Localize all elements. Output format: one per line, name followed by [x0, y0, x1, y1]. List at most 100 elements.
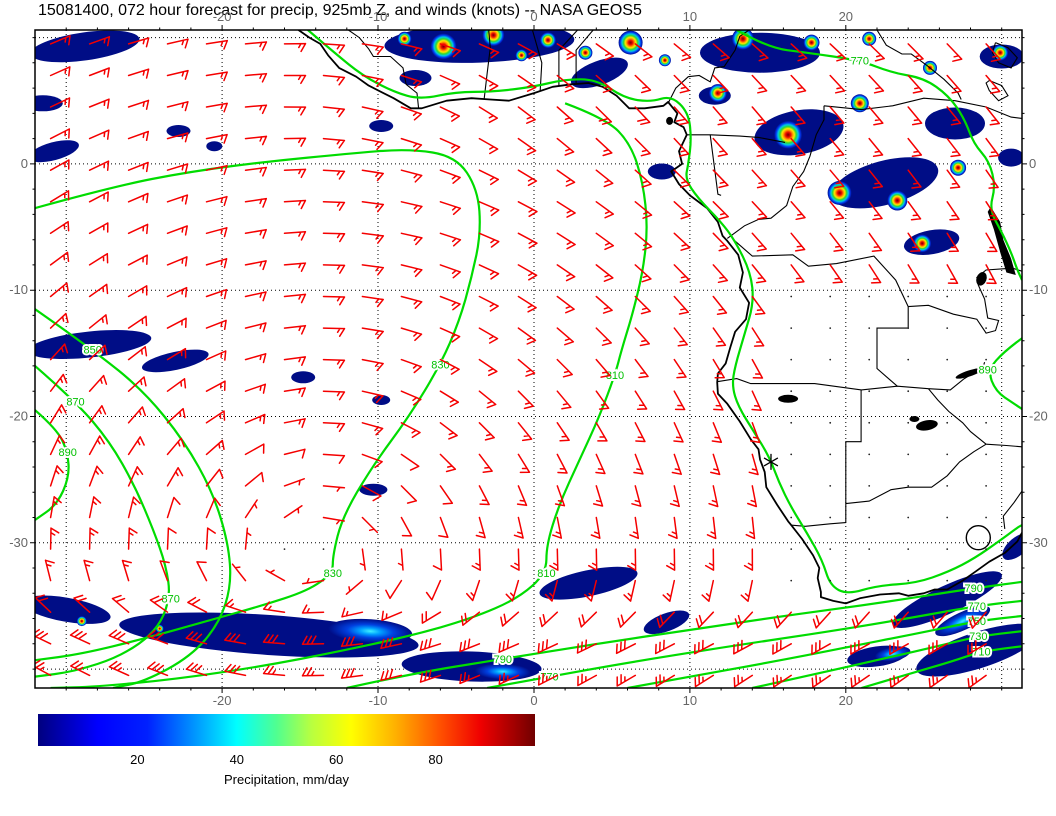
contour-830 [35, 149, 481, 662]
precip-blob [831, 157, 939, 209]
lon-tick-label-bottom: -20 [213, 693, 232, 706]
map-plot: 770 810 810 830 830 850 870 870 890 890 790 790 770 7… [9, 9, 1048, 706]
country-border [575, 30, 594, 83]
contour-label: 770 [851, 55, 869, 67]
lon-tick-label-top: -10 [369, 9, 388, 24]
contour-850 [35, 308, 232, 688]
precip-blob [647, 163, 676, 180]
precip-blob [291, 371, 316, 384]
contour-label: 870 [162, 593, 180, 605]
contour-label: 870 [66, 396, 84, 408]
contour-label: 810 [606, 370, 624, 382]
country-border [928, 362, 986, 391]
graticule [35, 30, 1022, 688]
contour-label: 770 [968, 601, 986, 613]
lake [987, 206, 1016, 275]
precip-blob [206, 141, 223, 152]
country-border [845, 443, 987, 505]
coastline [297, 30, 1022, 605]
lon-tick-label-bottom: 0 [530, 693, 537, 706]
country-border [790, 522, 846, 527]
precip-intense-cell [540, 32, 556, 49]
contour-890 [989, 337, 1022, 410]
country-border [709, 134, 722, 196]
precip-intense-cell [850, 94, 869, 113]
precip-blob [399, 70, 432, 86]
precip-blob [539, 566, 638, 600]
contour-730 [752, 630, 1022, 688]
precip-blob [892, 571, 1002, 628]
lat-tick-label-left: -10 [9, 282, 28, 297]
country-border [927, 388, 987, 445]
precip-blob [35, 30, 140, 63]
precip-blob [372, 395, 391, 405]
contour-770 [487, 599, 1022, 688]
lake [916, 420, 938, 431]
country-border [558, 30, 579, 86]
precip-blob [570, 57, 628, 89]
axis-ticks [30, 25, 1027, 693]
country-border [986, 443, 1022, 448]
contour-890 [35, 409, 70, 521]
contour-label: 890 [59, 447, 77, 459]
enclave-border [965, 525, 991, 551]
lon-tick-label-bottom: 20 [839, 693, 853, 706]
precip-blob [700, 32, 820, 73]
contour-label: 730 [969, 631, 987, 643]
station-marker [763, 453, 779, 470]
country-border [845, 389, 862, 523]
country-border [686, 134, 786, 143]
colorbar-ticks: 20 40 60 80 [38, 752, 535, 768]
lon-tick-label-top: 20 [839, 9, 853, 24]
contour-810 [50, 102, 648, 688]
precip-intense-cell [76, 616, 87, 627]
country-border [908, 268, 1022, 334]
precip-intense-cell [397, 31, 412, 46]
precip-intense-cell [887, 190, 908, 211]
contour-label: 890 [979, 365, 997, 377]
height-contours: 770 810 810 830 830 850 870 870 890 890 790 790 770 7… [35, 30, 1022, 688]
plot-frame [34, 29, 1023, 689]
precip-intense-cell [515, 49, 528, 62]
lake [976, 272, 987, 286]
lat-tick-label-right: -10 [1029, 282, 1048, 297]
precip-blob [359, 483, 388, 496]
colorbar-label: Precipitation, mm/day [224, 772, 349, 787]
chart-title: 15081400, 072 hour forecast for precip, … [38, 2, 642, 19]
contour-770 [736, 30, 1022, 281]
country-border [726, 105, 825, 239]
contour-label: 850 [84, 345, 102, 357]
precip-blob [998, 148, 1022, 167]
contour-label: 810 [537, 568, 555, 580]
lake [778, 394, 799, 403]
axes: -20 -20 -10 -10 0 0 10 10 20 20 0 0 -10 -10 -20 -20 -30 -… [9, 9, 1048, 706]
contour-870 [35, 365, 171, 678]
lat-tick-label-right: -30 [1029, 535, 1048, 550]
lake [909, 416, 920, 422]
precip-intense-cell [803, 34, 820, 51]
precip-intense-cell [578, 45, 593, 60]
colorbar-tick-label: 60 [328, 752, 344, 767]
colorbar-tick-label: 40 [229, 752, 245, 767]
contour-label: 830 [431, 360, 449, 372]
country-border [823, 97, 1022, 119]
lat-tick-label-right: 0 [1029, 156, 1036, 171]
country-border [531, 30, 543, 91]
contour-750 [627, 614, 1022, 688]
colorbar: 20 40 60 80 Precipitation, mm/day [38, 714, 535, 787]
precip-blob [35, 140, 79, 163]
precip-intense-cell [658, 54, 671, 67]
contour-710 [861, 645, 1022, 688]
precip-blob [369, 120, 394, 132]
precip-intense-cell [827, 180, 852, 205]
precip-blob [141, 349, 209, 373]
contour-label: 790 [965, 583, 983, 595]
country-border [876, 306, 909, 387]
precip-intense-cell [950, 159, 967, 176]
precip-shading [35, 30, 1022, 682]
precip-storm-core [935, 606, 991, 637]
country-border [348, 30, 420, 109]
colorbar-tick-label: 80 [428, 752, 443, 767]
contour-790 [346, 580, 1022, 688]
